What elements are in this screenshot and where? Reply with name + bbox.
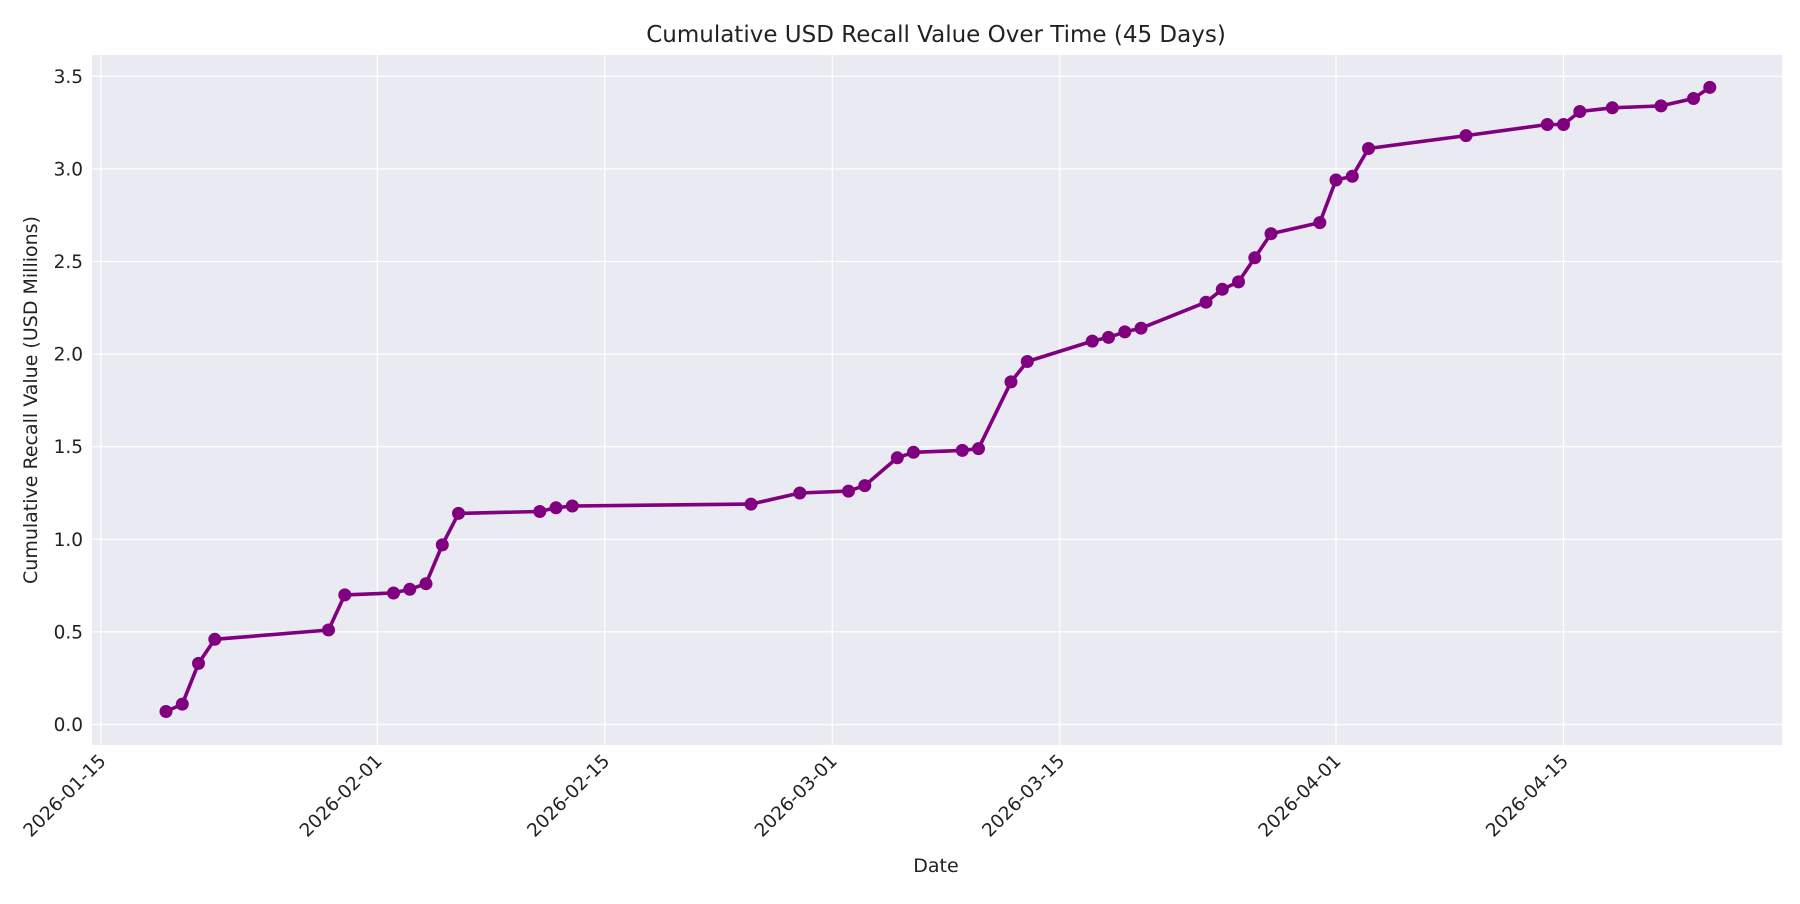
- data-point: [1605, 101, 1619, 115]
- x-tick-label: 2026-04-15: [1482, 751, 1573, 842]
- data-point: [322, 623, 335, 637]
- data-point: [419, 577, 433, 591]
- data-point: [907, 445, 920, 459]
- data-point: [972, 442, 985, 456]
- x-tick-label: 2026-04-01: [1255, 751, 1346, 842]
- x-tick-label: 2026-01-15: [20, 751, 111, 842]
- y-tick-label: 1.0: [54, 530, 83, 551]
- data-point: [1199, 295, 1213, 309]
- data-point: [403, 582, 417, 596]
- data-point: [1118, 325, 1132, 339]
- data-point: [1215, 282, 1229, 296]
- data-point: [435, 538, 449, 552]
- data-point: [744, 497, 758, 511]
- data-point: [208, 632, 222, 646]
- data-point: [387, 586, 400, 600]
- x-axis-label: Date: [913, 855, 958, 877]
- grid-lines: [92, 55, 1782, 745]
- data-point: [1540, 118, 1554, 131]
- y-tick-label: 1.5: [54, 437, 83, 458]
- data-point: [1102, 330, 1115, 344]
- data-point: [1264, 227, 1278, 241]
- data-point: [549, 501, 563, 515]
- data-point: [1557, 118, 1570, 131]
- data-point: [858, 479, 872, 493]
- y-tick-label: 0.5: [54, 622, 83, 643]
- y-axis-label: Cumulative Recall Value (USD Millions): [20, 216, 42, 584]
- x-tick-label: 2026-02-15: [523, 751, 614, 842]
- data-point: [1687, 92, 1700, 105]
- data-point: [1004, 375, 1018, 389]
- data-point: [1459, 129, 1473, 143]
- y-tick-label: 2.5: [54, 252, 83, 273]
- x-tick-label: 2026-02-01: [296, 751, 387, 842]
- data-point: [1313, 216, 1327, 230]
- data-point: [175, 697, 189, 711]
- data-points: [159, 80, 1717, 718]
- data-point: [338, 588, 352, 602]
- data-point: [955, 443, 969, 457]
- data-point: [1345, 169, 1359, 183]
- data-point: [533, 505, 547, 518]
- data-point: [1134, 321, 1148, 335]
- data-point: [1654, 99, 1668, 113]
- data-point: [452, 506, 465, 520]
- data-point: [192, 656, 205, 670]
- data-point: [1232, 275, 1245, 289]
- data-point: [1573, 105, 1587, 118]
- data-point: [1703, 80, 1717, 94]
- data-point: [1362, 142, 1375, 155]
- y-tick-label: 3.5: [54, 67, 83, 88]
- chart-title: Cumulative USD Recall Value Over Time (4…: [646, 22, 1226, 48]
- data-point: [1248, 251, 1262, 265]
- plot-area: [92, 55, 1782, 745]
- data-point: [793, 486, 807, 500]
- data-point: [1020, 355, 1034, 368]
- y-tick-label: 0.0: [54, 715, 83, 736]
- x-tick-label: 2026-03-01: [751, 751, 842, 842]
- data-point: [565, 499, 579, 513]
- data-point: [159, 705, 173, 718]
- data-point: [1329, 173, 1343, 187]
- data-point: [1085, 334, 1099, 348]
- data-point: [842, 484, 855, 498]
- y-tick-label: 2.0: [54, 345, 83, 366]
- y-tick-label: 3.0: [54, 159, 83, 180]
- data-point: [890, 451, 904, 465]
- x-tick-label: 2026-03-15: [978, 751, 1069, 842]
